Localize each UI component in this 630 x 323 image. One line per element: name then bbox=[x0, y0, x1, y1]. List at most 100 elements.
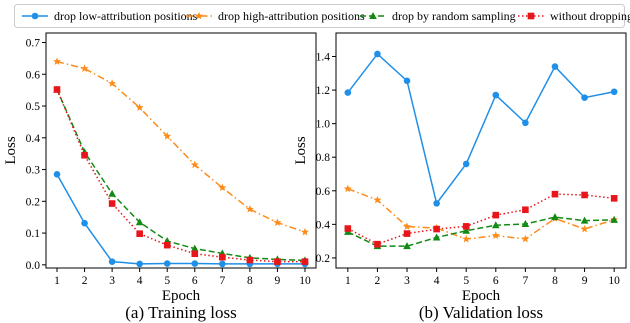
data-point bbox=[108, 258, 116, 265]
y-tick-label: 0.6 bbox=[316, 186, 331, 198]
data-point bbox=[108, 79, 117, 87]
x-tick-label: 7 bbox=[219, 275, 225, 287]
data-point bbox=[551, 190, 559, 198]
y-tick-label: 0.6 bbox=[26, 69, 41, 81]
data-point bbox=[522, 206, 529, 214]
x-tick-label: 9 bbox=[582, 275, 588, 287]
data-point bbox=[522, 119, 529, 127]
chart-caption: (b) Validation loss bbox=[419, 303, 543, 322]
y-tick-label: 0.3 bbox=[26, 165, 41, 177]
data-point bbox=[551, 213, 559, 221]
validation-loss-chart: 1 2 3 4 5 6 7 8 9 10 0.2 0.4 0.6 0.8 1.0 1.2 1.4 Epoch Los… bbox=[293, 32, 627, 322]
plot-frame bbox=[335, 32, 627, 269]
y-tick-label: 1.4 bbox=[316, 52, 331, 64]
y-tick-label: 0.4 bbox=[26, 133, 41, 145]
data-point bbox=[246, 256, 254, 264]
legend-item-drop-low-attribution-positions: drop low-attribution positions bbox=[22, 9, 198, 23]
x-tick-label: 10 bbox=[608, 275, 620, 287]
series-line bbox=[347, 193, 615, 245]
y-tick-label: 1.0 bbox=[316, 119, 331, 131]
data-point bbox=[580, 216, 589, 224]
data-point bbox=[462, 223, 470, 230]
y-tick-label: 0.7 bbox=[26, 38, 41, 50]
y-tick-label: 1.2 bbox=[316, 85, 331, 97]
data-point bbox=[135, 103, 144, 112]
x-tick-label: 8 bbox=[247, 275, 253, 287]
legend-marker bbox=[195, 11, 203, 20]
series-drop-low-attribution-positions bbox=[53, 171, 309, 268]
series-without-dropping bbox=[53, 86, 309, 265]
legend-label: drop high-attribution positions bbox=[218, 9, 365, 23]
y-tick-label: 0.1 bbox=[26, 228, 41, 240]
data-point bbox=[108, 200, 116, 207]
legend-item-drop-by-random-sampling: drop by random sampling bbox=[360, 9, 516, 23]
legend-frame bbox=[14, 4, 625, 28]
data-point bbox=[462, 160, 470, 168]
data-point bbox=[403, 230, 411, 237]
data-point bbox=[81, 151, 88, 159]
y-tick-label: 0.5 bbox=[26, 101, 41, 113]
data-point bbox=[403, 242, 411, 250]
legend-label: drop by random sampling bbox=[392, 9, 516, 23]
y-tick-label: 0.0 bbox=[26, 260, 41, 272]
x-tick-label: 1 bbox=[54, 275, 60, 287]
y-tick-label: 0.4 bbox=[316, 219, 331, 231]
data-point bbox=[610, 88, 618, 96]
legend-label: without dropping bbox=[550, 9, 630, 23]
y-tick-label: 0.2 bbox=[316, 253, 331, 265]
data-point bbox=[301, 258, 309, 265]
data-point bbox=[403, 222, 412, 230]
x-tick-label: 9 bbox=[275, 275, 281, 287]
plot-frame bbox=[45, 32, 317, 269]
data-point bbox=[462, 234, 471, 243]
data-point bbox=[80, 64, 89, 72]
data-point bbox=[343, 184, 352, 193]
data-point bbox=[581, 94, 588, 101]
series-line bbox=[56, 173, 305, 265]
x-tick-label: 7 bbox=[523, 275, 529, 287]
data-point bbox=[521, 234, 530, 243]
series-drop-by-random-sampling bbox=[344, 213, 618, 250]
x-axis-label: Epoch bbox=[162, 288, 201, 304]
legend-marker bbox=[369, 12, 377, 19]
data-point bbox=[551, 63, 559, 70]
x-tick-label: 10 bbox=[299, 275, 311, 287]
data-point bbox=[492, 91, 500, 99]
data-point bbox=[190, 244, 199, 252]
series-line bbox=[347, 188, 615, 240]
data-point bbox=[163, 132, 172, 140]
data-point bbox=[191, 260, 199, 267]
y-tick-label: 0.8 bbox=[316, 152, 331, 164]
data-point bbox=[53, 86, 61, 93]
data-point bbox=[300, 227, 309, 236]
data-point bbox=[53, 171, 61, 178]
x-tick-label: 2 bbox=[82, 275, 88, 287]
y-tick-label: 0.2 bbox=[26, 196, 41, 208]
series-line bbox=[56, 89, 306, 262]
data-point bbox=[492, 211, 500, 219]
x-tick-label: 2 bbox=[375, 275, 381, 287]
x-axis-label: Epoch bbox=[462, 288, 501, 304]
x-tick-label: 1 bbox=[345, 275, 351, 287]
series-line bbox=[347, 216, 615, 247]
data-point bbox=[433, 200, 440, 207]
data-point bbox=[491, 221, 500, 229]
data-point bbox=[491, 231, 500, 239]
data-point bbox=[521, 220, 530, 228]
y-axis-label: Loss bbox=[293, 136, 309, 165]
x-tick-label: 6 bbox=[493, 275, 499, 287]
x-tick-label: 3 bbox=[404, 275, 410, 287]
data-point bbox=[610, 195, 618, 202]
data-point bbox=[581, 191, 588, 199]
data-point bbox=[403, 77, 411, 85]
legend-item-drop-high-attribution-positions: drop high-attribution positions bbox=[186, 9, 365, 23]
data-point bbox=[163, 241, 171, 249]
x-tick-label: 4 bbox=[137, 275, 143, 287]
data-point bbox=[432, 233, 441, 241]
data-point bbox=[374, 240, 381, 248]
x-tick-label: 3 bbox=[109, 275, 115, 287]
x-tick-label: 4 bbox=[434, 275, 440, 287]
data-point bbox=[580, 224, 589, 233]
legend-label: drop low-attribution positions bbox=[54, 9, 198, 23]
